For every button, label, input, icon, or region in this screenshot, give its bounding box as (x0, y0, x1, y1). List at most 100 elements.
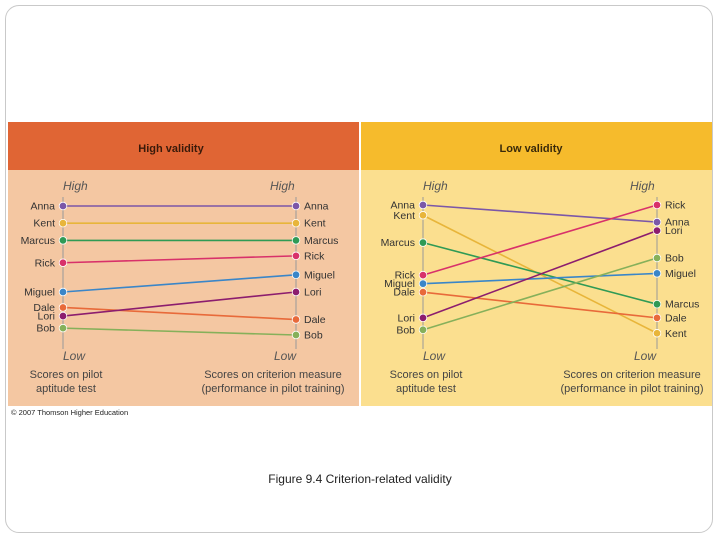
high-right-high-label: High (270, 179, 295, 193)
low-left-dot-bob (418, 325, 428, 335)
high-rank-dots (58, 201, 301, 340)
low-left-label-kent: Kent (393, 210, 415, 222)
high-right-label-bob: Bob (304, 330, 323, 342)
high-left-dot-dale (58, 303, 68, 312)
high-right-dot-anna (291, 201, 301, 211)
high-left-dot-lori (58, 311, 68, 321)
high-validity-body (8, 170, 359, 406)
low-right-dot-rick (652, 200, 662, 210)
low-right-dot-anna (652, 217, 662, 227)
high-line-lori (62, 291, 297, 317)
low-line-marcus (422, 241, 658, 305)
low-line-bob (422, 257, 658, 331)
low-right-high-label: High (630, 179, 655, 193)
low-left-caption-line2: aptitude test (396, 383, 456, 395)
high-validity-header (8, 122, 359, 170)
low-connector-lines (422, 204, 658, 334)
high-left-dot-miguel (58, 287, 68, 297)
high-connector-lines (62, 205, 297, 336)
low-right-label-rick: Rick (665, 200, 686, 212)
high-left-dot-rick (58, 258, 68, 267)
high-right-dot-bob (291, 330, 301, 340)
low-right-low-label: Low (634, 349, 657, 363)
high-right-low-label: Low (274, 349, 297, 363)
high-left-label-lori: Lori (37, 311, 55, 323)
low-right-label-marcus: Marcus (665, 299, 699, 311)
high-left-dot-anna (58, 201, 68, 211)
low-left-dot-lori (418, 313, 428, 323)
low-left-label-miguel: Miguel (384, 278, 415, 290)
high-validity-title: High validity (138, 143, 204, 155)
high-left-dot-marcus (58, 236, 68, 245)
low-right-label-lori: Lori (665, 225, 683, 237)
high-right-dot-kent (291, 218, 301, 228)
low-left-label-marcus: Marcus (381, 237, 415, 249)
low-line-dale (422, 291, 658, 319)
low-validity-body (361, 170, 712, 406)
low-left-high-label: High (423, 179, 448, 193)
low-validity-header (361, 122, 712, 170)
high-line-dale (62, 306, 297, 321)
low-right-dot-dale (652, 313, 662, 323)
low-line-lori (422, 229, 658, 319)
low-left-dot-miguel (418, 279, 428, 288)
low-line-miguel (422, 272, 658, 285)
high-left-label-anna: Anna (30, 201, 55, 213)
low-right-caption-line2: (performance in pilot training) (560, 383, 703, 395)
high-line-bob (62, 327, 297, 336)
low-right-label-bob: Bob (665, 253, 684, 265)
high-right-dot-marcus (291, 236, 301, 245)
high-right-label-kent: Kent (304, 218, 326, 230)
low-left-label-bob: Bob (396, 324, 415, 336)
copyright-notice: © 2007 Thomson Higher Education (11, 408, 128, 417)
high-right-label-lori: Lori (304, 287, 322, 299)
high-left-label-miguel: Miguel (24, 287, 55, 299)
low-line-rick (422, 204, 658, 276)
low-line-anna (422, 204, 658, 223)
low-left-dot-marcus (418, 238, 428, 247)
high-left-high-label: High (63, 179, 88, 193)
high-left-label-kent: Kent (33, 218, 55, 230)
high-right-label-rick: Rick (304, 250, 325, 262)
high-right-caption-line1: Scores on criterion measure (204, 369, 342, 381)
low-right-dot-kent (652, 329, 662, 338)
high-left-label-bob: Bob (36, 323, 55, 335)
high-right-label-miguel: Miguel (304, 269, 335, 281)
high-line-miguel (62, 274, 297, 293)
low-right-caption-line1: Scores on criterion measure (563, 369, 701, 381)
high-right-label-anna: Anna (304, 201, 329, 213)
low-left-dot-anna (418, 200, 428, 210)
figure-caption: Figure 9.4 Criterion-related validity (268, 472, 452, 486)
low-left-label-anna: Anna (390, 200, 415, 212)
high-right-dot-dale (291, 315, 301, 324)
low-right-dot-miguel (652, 269, 662, 278)
high-right-dot-miguel (291, 270, 301, 279)
low-left-label-lori: Lori (397, 312, 415, 324)
low-left-dot-rick (418, 270, 428, 280)
high-right-label-marcus: Marcus (304, 235, 338, 247)
low-right-dot-bob (652, 253, 662, 263)
high-right-dot-rick (291, 251, 301, 261)
high-left-caption-line2: aptitude test (36, 383, 96, 395)
low-left-dot-kent (418, 211, 428, 220)
low-left-label-dale: Dale (393, 287, 415, 299)
high-left-low-label: Low (63, 349, 86, 363)
high-name-labels: AnnaKentMarcusRickMiguelDaleLoriBobAnnaK… (21, 201, 339, 342)
low-left-label-rick: Rick (395, 270, 416, 282)
high-left-label-dale: Dale (33, 302, 55, 314)
high-validity-panel: High validity High High Low Low Scores o… (8, 122, 359, 406)
low-name-labels: AnnaKentMarcusRickMiguelDaleLoriBobRickA… (381, 200, 700, 340)
low-left-caption-line1: Scores on pilot (390, 369, 463, 381)
low-right-label-dale: Dale (665, 312, 687, 324)
high-line-rick (62, 255, 297, 264)
high-left-label-marcus: Marcus (21, 235, 55, 247)
high-left-label-rick: Rick (35, 257, 56, 269)
low-left-low-label: Low (423, 349, 446, 363)
low-right-dot-lori (652, 226, 662, 235)
low-right-label-kent: Kent (665, 328, 687, 340)
low-rank-dots (418, 200, 662, 338)
low-right-label-anna: Anna (665, 217, 690, 229)
low-left-dot-dale (418, 288, 428, 297)
low-right-dot-marcus (652, 299, 662, 309)
low-validity-title: Low validity (500, 143, 564, 155)
